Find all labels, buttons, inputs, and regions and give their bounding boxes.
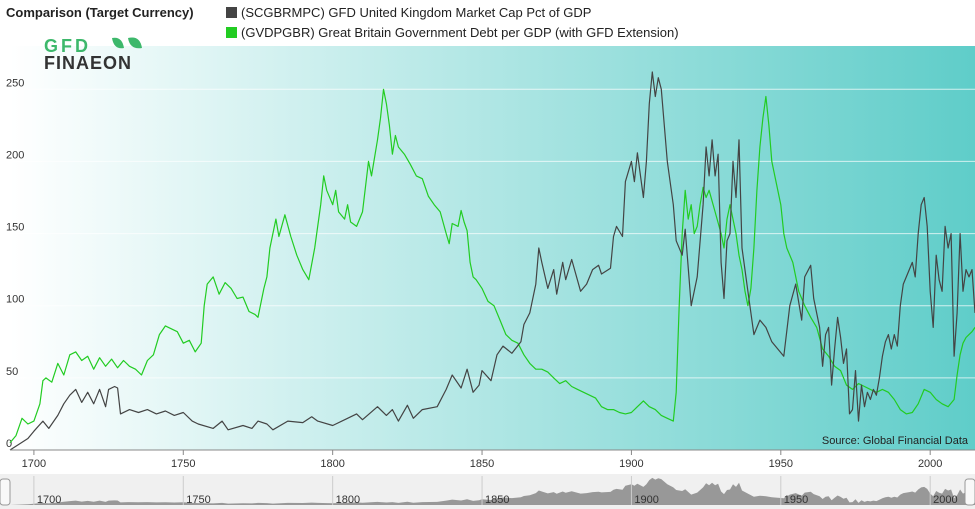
- x-tick-label: 2000: [918, 458, 942, 470]
- navigator-tick-label: 1950: [784, 494, 808, 506]
- x-tick-label: 1950: [769, 458, 793, 470]
- navigator-series-area: [10, 477, 975, 505]
- leaf-icon: [128, 37, 142, 49]
- legend: Comparison (Target Currency) (SCGBRMPC) …: [0, 0, 975, 46]
- series-line-debt: [9, 88, 975, 444]
- leaf-icon: [112, 37, 124, 49]
- logo-text-top: GFD: [44, 36, 91, 56]
- y-tick-label: 200: [6, 149, 24, 161]
- x-tick-label: 1900: [619, 458, 643, 470]
- legend-swatch-debt: [226, 27, 237, 38]
- source-note: Source: Global Financial Data: [822, 435, 969, 447]
- navigator-handle-right[interactable]: [964, 478, 975, 506]
- navigator-handle-left[interactable]: [0, 478, 11, 506]
- legend-label-market-cap: (SCGBRMPC) GFD United Kingdom Market Cap…: [241, 5, 592, 20]
- x-tick-label: 1800: [320, 458, 344, 470]
- gfd-logo: GFD FINAEON: [44, 36, 142, 73]
- x-axis: 1700 1750 1800 1850 1900 1950 2000: [22, 450, 942, 470]
- x-tick-label: 1850: [470, 458, 494, 470]
- navigator-tick-label: 2000: [933, 494, 957, 506]
- navigator-tick-label: 1750: [186, 494, 210, 506]
- y-tick-label: 50: [6, 366, 18, 378]
- y-tick-label: 150: [6, 222, 24, 234]
- y-tick-label: 100: [6, 294, 24, 306]
- navigator-axis: 1700 1750 1800 1850 1900 1950 2000: [33, 476, 958, 506]
- y-axis: 0 50 100 150 200 250: [6, 77, 24, 450]
- navigator-tick-label: 1850: [485, 494, 509, 506]
- navigator-tick-label: 1900: [634, 494, 658, 506]
- legend-label-debt: (GVDPGBR) Great Britain Government Debt …: [241, 25, 679, 40]
- logo-text-bottom: FINAEON: [44, 53, 132, 73]
- series-lines: [9, 71, 975, 451]
- legend-swatch-market-cap: [226, 7, 237, 18]
- legend-item-market-cap[interactable]: (SCGBRMPC) GFD United Kingdom Market Cap…: [226, 5, 591, 20]
- chart-title: Comparison (Target Currency): [6, 5, 194, 20]
- x-tick-label: 1750: [171, 458, 195, 470]
- y-tick-label: 0: [6, 438, 12, 450]
- navigator-tick-label: 1800: [336, 494, 360, 506]
- plot-area[interactable]: [10, 46, 975, 450]
- series-line-market-cap: [9, 71, 975, 451]
- navigator-tick-label: 1700: [37, 494, 61, 506]
- y-tick-label: 250: [6, 77, 24, 89]
- legend-item-debt[interactable]: (GVDPGBR) Great Britain Government Debt …: [226, 25, 679, 40]
- x-tick-label: 1700: [22, 458, 46, 470]
